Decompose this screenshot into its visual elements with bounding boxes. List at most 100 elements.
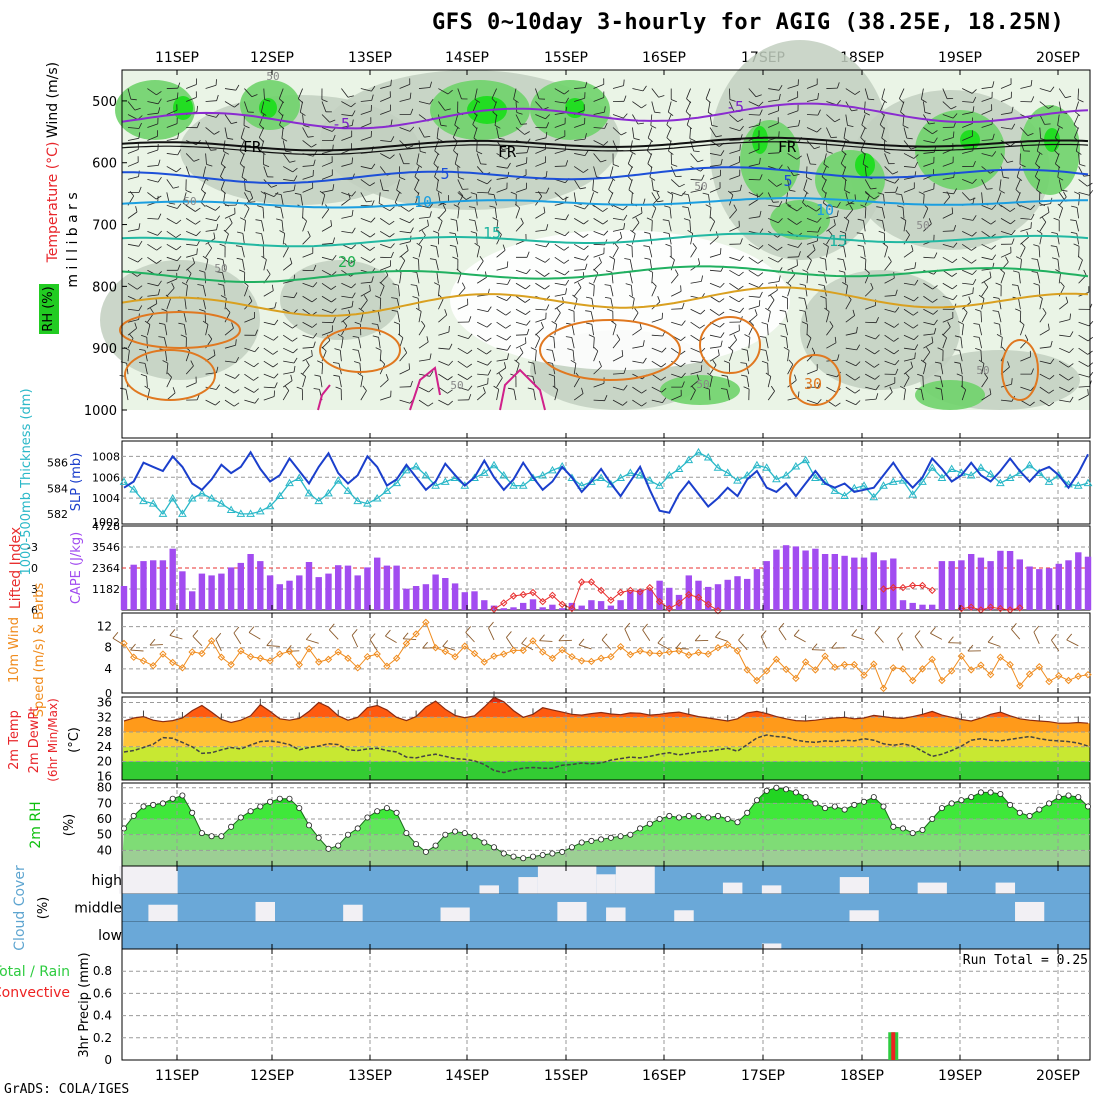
wind-barb bbox=[1078, 179, 1088, 187]
2m-rh-point bbox=[354, 825, 361, 832]
wind-barb bbox=[205, 229, 217, 232]
wind-barb-flag bbox=[545, 224, 549, 231]
wind-barb bbox=[651, 272, 654, 284]
wind-barb-flag bbox=[177, 264, 181, 271]
date-label-bottom: 20SEP bbox=[1036, 1068, 1080, 1084]
wind-barb-flag bbox=[693, 150, 700, 152]
wind-barb bbox=[149, 644, 163, 646]
isotherm-30-cell bbox=[1001, 339, 1039, 401]
wind-barb bbox=[844, 179, 847, 191]
wind-barb bbox=[980, 311, 982, 323]
cloud-clear-block bbox=[761, 943, 782, 949]
wind-barb bbox=[438, 373, 448, 381]
wind-barb bbox=[1078, 321, 1090, 327]
wind-barb-flag bbox=[975, 309, 982, 312]
wind-barb bbox=[748, 101, 759, 107]
wind-barb-flag bbox=[563, 246, 570, 251]
wind-barb bbox=[729, 114, 738, 123]
wind-barb-flag bbox=[799, 283, 806, 286]
10m-speed-point bbox=[607, 652, 615, 661]
thickness-point bbox=[333, 476, 343, 484]
wind-barb-flag bbox=[454, 163, 461, 168]
wind-barb bbox=[962, 230, 973, 237]
wind-barb-flag bbox=[538, 191, 543, 197]
wind-barb bbox=[147, 230, 158, 236]
wind-barb bbox=[328, 629, 339, 640]
wind-barb bbox=[729, 308, 741, 313]
2m-rh-point bbox=[237, 814, 244, 821]
wind-barb-flag bbox=[857, 218, 864, 221]
wind-barb bbox=[961, 389, 967, 401]
wind-barb-flag bbox=[759, 210, 762, 217]
li-point bbox=[967, 603, 975, 611]
thickness-point bbox=[119, 477, 129, 485]
wind-barb-flag bbox=[433, 163, 439, 169]
wind-barb-flag bbox=[410, 227, 414, 233]
wind-barb-flag bbox=[661, 347, 667, 353]
wind-barb bbox=[394, 192, 400, 203]
wind-barb-flag bbox=[498, 137, 505, 140]
wind-barb-flag bbox=[293, 175, 298, 182]
2m-rh-point bbox=[1085, 803, 1092, 810]
cape-bar bbox=[646, 589, 653, 610]
wind-barb bbox=[554, 88, 565, 95]
wind-barb-flag bbox=[527, 387, 534, 390]
wind-barb-flag bbox=[657, 200, 664, 203]
2m-dewpt-label: 2m DewPt bbox=[27, 707, 42, 774]
2m-rh-point bbox=[715, 812, 722, 819]
wind-barb-flag bbox=[506, 261, 509, 268]
wind-barb-flag bbox=[546, 187, 550, 194]
wind-barb-flag bbox=[158, 213, 162, 220]
wind-barb-flag bbox=[303, 125, 310, 128]
thickness-point bbox=[139, 496, 148, 505]
wind-barb bbox=[1037, 272, 1041, 284]
wind-barb bbox=[379, 231, 390, 238]
wind-barb bbox=[496, 127, 500, 139]
wind-barb bbox=[999, 179, 1002, 191]
wind-barb-flag bbox=[623, 385, 628, 391]
wind-barb-flag bbox=[479, 255, 484, 262]
wind-barb-flag bbox=[393, 321, 400, 325]
wind-barb bbox=[147, 217, 159, 220]
wind-barb-flag bbox=[895, 368, 899, 375]
wind-barb-flag bbox=[953, 188, 957, 194]
wind-barb-flag bbox=[781, 295, 788, 299]
wind-barb bbox=[942, 88, 948, 99]
wind-barb-flag bbox=[972, 96, 977, 103]
wind-barb bbox=[378, 337, 381, 349]
wind-barb bbox=[787, 364, 794, 375]
temp-band bbox=[122, 697, 1090, 703]
wind-barb bbox=[378, 192, 381, 204]
wind-barb-flag bbox=[239, 150, 245, 156]
precip-frame bbox=[121, 948, 1091, 1061]
wind-barb-flag bbox=[371, 323, 378, 325]
wind-barb bbox=[263, 88, 265, 100]
cape-bar bbox=[198, 573, 206, 610]
wind-barb-flag bbox=[486, 350, 492, 355]
wind-barb bbox=[535, 88, 540, 100]
wind-barb bbox=[845, 315, 855, 323]
2m-rh-point bbox=[267, 798, 274, 805]
wind-barb-flag bbox=[215, 632, 222, 640]
wind-barb-flag bbox=[918, 191, 925, 195]
wind-barb bbox=[380, 110, 391, 115]
wind-barb-flag bbox=[821, 189, 827, 194]
wind-barb bbox=[515, 308, 526, 315]
wind-barb bbox=[612, 247, 619, 258]
wind-barb-flag bbox=[1066, 633, 1073, 641]
cloud-clear-block bbox=[343, 904, 363, 922]
wind-barb bbox=[166, 109, 178, 115]
wind-barb-flag bbox=[430, 244, 437, 247]
wind-barb bbox=[981, 231, 991, 238]
wind-barb-flag bbox=[657, 296, 661, 302]
wind-barb bbox=[554, 256, 565, 264]
wind-barb-flag bbox=[862, 163, 869, 168]
wind-barb bbox=[399, 84, 410, 89]
wind-barb bbox=[860, 127, 866, 138]
wind-barb bbox=[380, 140, 392, 142]
wind-barb bbox=[903, 282, 915, 286]
rh-band bbox=[122, 850, 1090, 866]
wind-barb bbox=[981, 97, 993, 102]
wind-barb-flag bbox=[953, 349, 960, 351]
wind-barb bbox=[263, 386, 275, 389]
